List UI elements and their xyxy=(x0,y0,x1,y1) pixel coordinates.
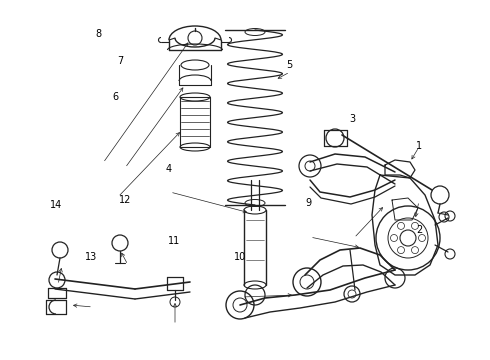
Text: 7: 7 xyxy=(117,56,123,66)
Text: 3: 3 xyxy=(350,114,356,124)
Text: 1: 1 xyxy=(416,141,422,151)
Text: 8: 8 xyxy=(95,29,101,39)
Text: 14: 14 xyxy=(50,200,63,210)
Circle shape xyxy=(397,247,405,254)
Text: 2: 2 xyxy=(416,225,422,235)
Text: 4: 4 xyxy=(166,164,172,174)
Text: 10: 10 xyxy=(234,252,246,262)
Text: 13: 13 xyxy=(85,252,97,262)
Text: 6: 6 xyxy=(112,92,118,102)
Circle shape xyxy=(418,234,425,242)
Text: 12: 12 xyxy=(119,195,131,205)
Circle shape xyxy=(412,222,418,229)
Text: 9: 9 xyxy=(306,198,312,208)
Circle shape xyxy=(391,234,397,242)
Text: 5: 5 xyxy=(286,60,292,70)
Circle shape xyxy=(412,247,418,254)
Text: 11: 11 xyxy=(168,236,180,246)
Circle shape xyxy=(397,222,405,229)
